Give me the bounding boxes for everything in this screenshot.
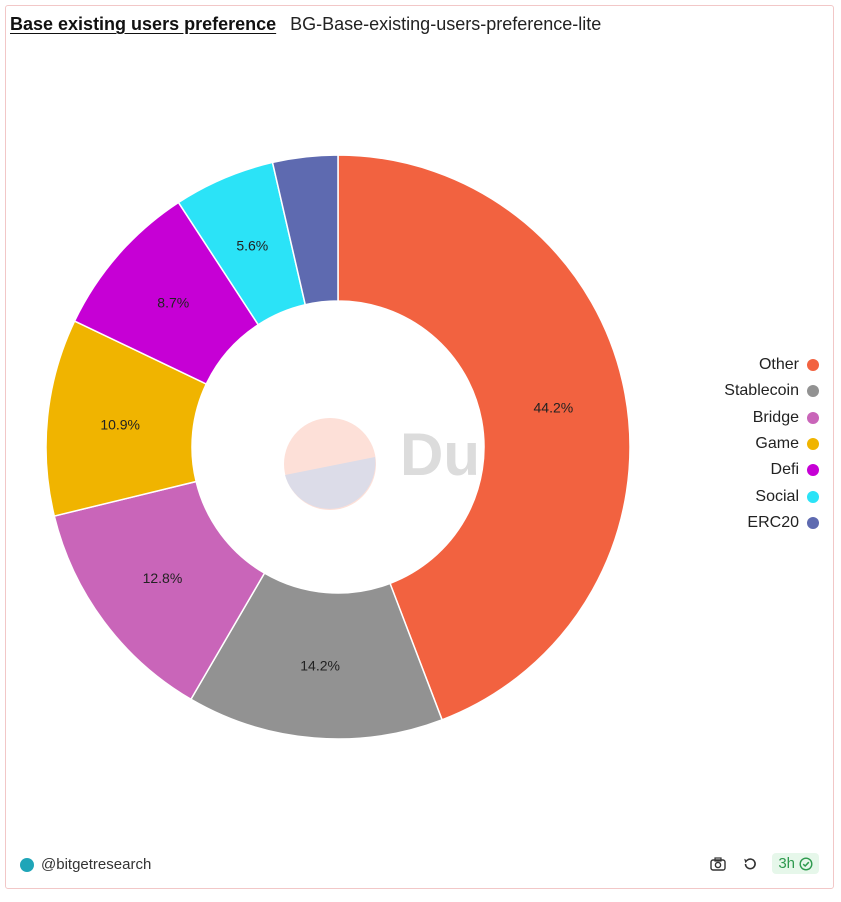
legend-swatch — [807, 490, 819, 503]
legend-swatch — [807, 411, 819, 424]
legend-label: Defi — [770, 461, 799, 479]
legend-swatch — [807, 438, 819, 451]
slice-other[interactable] — [337, 154, 631, 721]
refresh-icon[interactable] — [740, 854, 760, 874]
slice-label-bridge: 12.8% — [143, 570, 183, 586]
chart-header: Base existing users preference BG-Base-e… — [10, 14, 601, 35]
slice-game[interactable] — [45, 320, 208, 517]
chart-title[interactable]: Base existing users preference — [10, 14, 277, 34]
legend-item-social[interactable]: Social — [724, 483, 819, 509]
slice-label-defi: 8.7% — [157, 295, 189, 311]
legend-swatch — [807, 359, 819, 372]
legend-item-game[interactable]: Game — [724, 431, 819, 457]
legend-item-other[interactable]: Other — [724, 352, 819, 378]
legend-label: Other — [758, 356, 799, 374]
author-name: @bitgetresearch — [41, 856, 152, 873]
legend-label: Game — [755, 435, 799, 453]
chart-legend: Other Stablecoin Bridge Game Defi Social ERC20 — [724, 352, 819, 536]
legend-item-stablecoin[interactable]: Stablecoin — [724, 378, 819, 404]
legend-label: Social — [755, 487, 799, 505]
footer-actions: 3h — [708, 853, 819, 874]
slice-stablecoin[interactable] — [189, 572, 444, 740]
legend-swatch — [807, 464, 819, 477]
slice-erc20[interactable] — [271, 154, 339, 306]
legend-item-defi[interactable]: Defi — [724, 457, 819, 483]
legend-label: ERC20 — [747, 513, 799, 531]
dune-logo-icon — [284, 418, 376, 510]
footer-author[interactable]: @bitgetresearch — [20, 856, 151, 873]
legend-item-bridge[interactable]: Bridge — [724, 405, 819, 431]
slice-label-stablecoin: 14.2% — [300, 657, 340, 673]
legend-label: Stablecoin — [724, 382, 799, 400]
camera-icon[interactable] — [708, 854, 728, 874]
slice-label-social: 5.6% — [236, 237, 268, 253]
slice-label-other: 44.2% — [534, 399, 574, 415]
slice-label-game: 10.9% — [100, 416, 140, 432]
refresh-age: 3h — [778, 855, 795, 872]
refresh-status-badge[interactable]: 3h — [772, 853, 819, 874]
legend-swatch — [807, 516, 819, 529]
check-circle-icon — [799, 856, 813, 871]
legend-label: Bridge — [752, 408, 799, 426]
slice-bridge[interactable] — [53, 480, 266, 701]
avatar — [20, 857, 34, 872]
legend-swatch — [807, 385, 819, 398]
legend-item-erc20[interactable]: ERC20 — [724, 510, 819, 536]
chart-subtitle: BG-Base-existing-users-preference-lite — [290, 14, 602, 34]
